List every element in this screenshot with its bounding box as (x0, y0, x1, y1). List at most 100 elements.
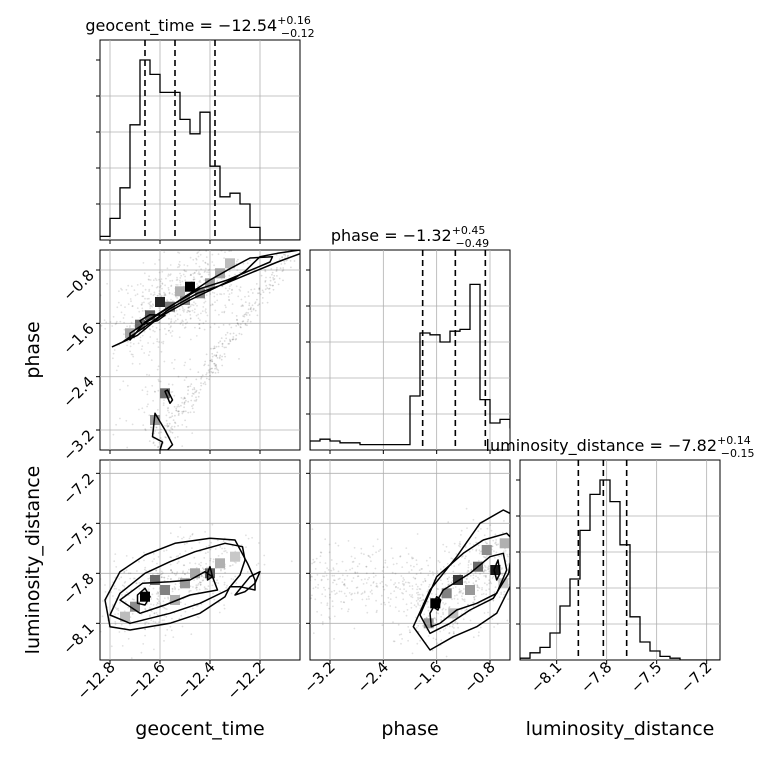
sample-point (431, 649, 434, 652)
sample-point (464, 555, 467, 558)
sample-point (381, 624, 384, 627)
sample-point (409, 564, 412, 567)
sample-point (170, 569, 173, 572)
sample-point (101, 600, 104, 602)
sample-point (269, 279, 272, 282)
sample-point (98, 629, 100, 631)
sample-point (263, 563, 266, 566)
sample-point (168, 291, 171, 294)
sample-point (244, 322, 247, 325)
sample-point (419, 604, 422, 607)
sample-point (225, 346, 227, 349)
sample-point (159, 573, 162, 576)
sample-point (521, 599, 523, 601)
sample-point (262, 291, 265, 294)
sample-point (159, 443, 162, 446)
sample-point (154, 621, 157, 624)
sample-point (348, 592, 351, 594)
sample-point (131, 362, 134, 365)
sample-point (205, 320, 207, 323)
sample-point (129, 350, 132, 353)
sample-point (282, 267, 285, 269)
sample-point (138, 310, 141, 313)
sample-point (370, 560, 372, 563)
sample-point (226, 331, 229, 334)
sample-point (159, 293, 162, 296)
sample-point (123, 314, 126, 316)
sample-point (320, 551, 323, 554)
density-cell (190, 568, 200, 579)
sample-point (176, 297, 179, 299)
sample-point (207, 263, 210, 266)
sample-point (226, 551, 228, 554)
sample-point (367, 595, 370, 598)
sample-point (143, 352, 146, 354)
sample-point (178, 617, 181, 620)
sample-point (134, 294, 137, 297)
sample-point (498, 555, 500, 558)
sample-point (169, 563, 172, 566)
sample-point (488, 588, 490, 590)
sample-point (416, 563, 418, 566)
sample-point (177, 578, 180, 581)
sample-point (200, 382, 202, 384)
sample-point (184, 326, 187, 329)
sample-point (212, 592, 214, 595)
sample-point (170, 629, 173, 632)
sample-point (188, 568, 190, 571)
sample-point (146, 390, 149, 393)
sample-point (467, 569, 469, 572)
sample-point (224, 287, 227, 290)
sample-point (337, 570, 340, 573)
sample-point (487, 566, 489, 569)
sample-point (164, 436, 167, 438)
sample-point (178, 336, 181, 339)
sample-point (101, 615, 104, 618)
sample-point (476, 584, 479, 586)
sample-point (468, 559, 470, 562)
sample-point (144, 628, 147, 631)
sample-point (333, 638, 335, 640)
sample-point (160, 295, 163, 297)
sample-point (228, 250, 231, 253)
sample-point (376, 609, 378, 612)
sample-point (202, 579, 205, 582)
sample-point (183, 379, 186, 381)
sample-point (407, 639, 409, 642)
sample-point (282, 269, 285, 271)
sample-point (213, 354, 216, 357)
sample-point (191, 432, 194, 434)
sample-point (105, 321, 108, 324)
sample-point (199, 281, 202, 284)
sample-point (263, 554, 266, 557)
sample-point (192, 278, 195, 281)
sample-point (164, 294, 167, 296)
sample-point (475, 549, 478, 552)
sample-point (442, 566, 445, 568)
sample-point (560, 573, 562, 575)
sample-point (235, 325, 238, 327)
sample-point (160, 428, 163, 431)
y-tick-label: −2.4 (59, 373, 97, 411)
sample-point (258, 292, 261, 294)
sample-point (376, 584, 378, 587)
sample-point (245, 314, 248, 316)
sample-point (249, 307, 252, 310)
sample-point (153, 558, 156, 560)
sample-point (229, 226, 231, 228)
sample-point (161, 439, 163, 441)
contour-level-3 (111, 250, 300, 348)
sample-point (244, 301, 247, 303)
sample-point (471, 548, 474, 551)
sample-point (370, 584, 372, 587)
sample-point (250, 306, 252, 309)
sample-point (356, 586, 359, 589)
sample-point (219, 354, 222, 357)
sample-point (237, 258, 239, 261)
sample-point (227, 343, 230, 345)
sample-point (171, 412, 173, 415)
sample-point (372, 545, 375, 548)
sample-point (442, 602, 444, 604)
